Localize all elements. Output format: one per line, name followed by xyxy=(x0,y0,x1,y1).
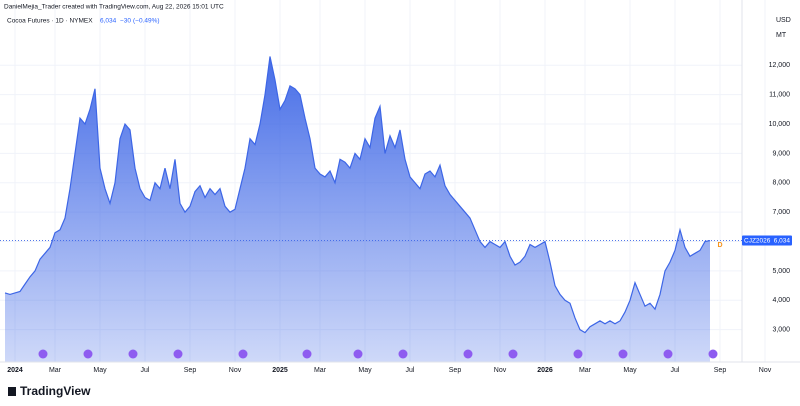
x-tick-label: Nov xyxy=(494,367,507,374)
logo-text: TradingView xyxy=(20,384,91,398)
price-tag-name: CJZ2026 xyxy=(744,237,771,244)
x-tick-label: Sep xyxy=(449,367,462,374)
x-tick-label: 2024 xyxy=(7,367,23,374)
x-tick-label: May xyxy=(358,367,372,374)
y-tick-label: 9,000 xyxy=(772,150,790,157)
chart-title: Cocoa Futures · 1D · NYMEX xyxy=(7,18,93,25)
price-tag-value: 6,034 xyxy=(774,237,791,244)
y-tick-label: 5,000 xyxy=(772,268,790,275)
x-tick-label: Mar xyxy=(314,367,327,374)
y-tick-label: 3,000 xyxy=(772,327,790,334)
line xyxy=(4,56,711,334)
x-tick-label: May xyxy=(623,367,637,374)
x-tick-label: Jul xyxy=(671,367,680,374)
logo: TradingView xyxy=(8,384,91,398)
x-tick-label: Sep xyxy=(714,367,727,374)
x-tick-label: Jul xyxy=(406,367,415,374)
marker: D xyxy=(717,242,722,249)
y-tick-label: 10,000 xyxy=(769,121,791,128)
price-tag xyxy=(742,235,792,246)
y-tick-label: 7,000 xyxy=(772,209,790,216)
x-tick-label: Jul xyxy=(141,367,150,374)
x-tick-label: Nov xyxy=(229,367,242,374)
x-tick-label: Nov xyxy=(759,367,772,374)
attribution: DanielMejia_Trader created with TradingV… xyxy=(4,4,224,11)
last-price: 6,034 xyxy=(100,18,117,25)
unit: MT xyxy=(776,32,787,39)
change-pct: (−0.49%) xyxy=(133,18,160,25)
x-tick-label: May xyxy=(93,367,107,374)
x-tick-label: 2026 xyxy=(537,367,553,374)
y-tick-label: 11,000 xyxy=(769,92,790,99)
x-tick-label: Mar xyxy=(49,367,62,374)
overlay: CJZ2026 6,034 xyxy=(0,235,792,246)
change: −30 xyxy=(120,18,131,25)
y-tick-label: 4,000 xyxy=(772,297,790,304)
x-tick-label: Sep xyxy=(184,367,197,374)
plot xyxy=(4,56,711,363)
x-tick-label: Mar xyxy=(579,367,592,374)
y-tick-label: 8,000 xyxy=(772,180,790,187)
area xyxy=(5,56,710,363)
y-tick-label: 12,000 xyxy=(769,62,791,69)
currency: USD xyxy=(776,17,791,24)
event-icons xyxy=(38,349,718,359)
x-tick-label: 2025 xyxy=(272,367,288,374)
